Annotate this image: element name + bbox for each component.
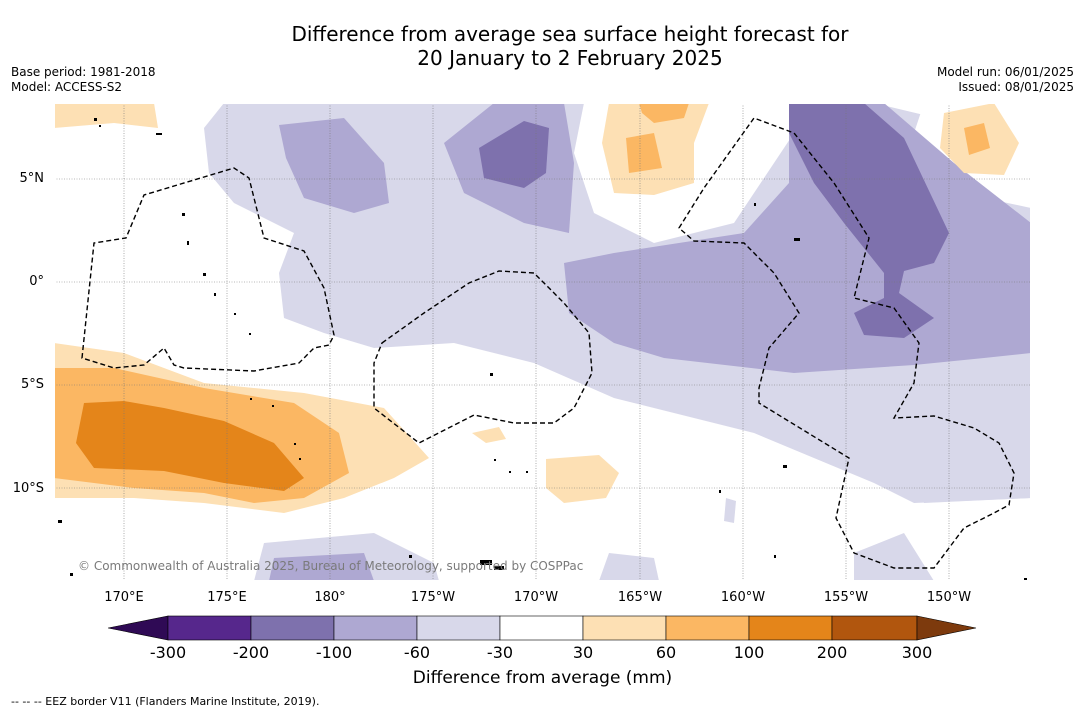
- colorbar-label: 60: [655, 643, 677, 662]
- colorbar-label: 30: [572, 643, 594, 662]
- colorbar-segment: [416, 615, 501, 641]
- x-tick-label: 170°E: [104, 590, 144, 605]
- colorbar-segment: [333, 615, 418, 641]
- colorbar-segment: [748, 615, 833, 641]
- colorbar-title: Difference from average (mm): [412, 668, 673, 688]
- colorbar-label: -200: [232, 643, 270, 662]
- model-name: Model: ACCESS-S2: [11, 80, 123, 94]
- anomaly-region-light-purple-island: [724, 498, 736, 523]
- colorbar-label: -300: [149, 643, 187, 662]
- eez-borders: [81, 117, 1015, 569]
- anomaly-region-light-orange-nw: [54, 103, 158, 128]
- base-period: Base period: 1981-2018: [11, 65, 156, 79]
- title-line-2: 20 January to 2 February 2025: [417, 46, 723, 70]
- islands: [58, 118, 1027, 581]
- colorbar-segment: [831, 615, 918, 641]
- eez-border-east: [678, 117, 1015, 569]
- anomaly-region-light-orange-mid: [546, 455, 619, 503]
- y-tick-label: 5°N: [19, 171, 45, 186]
- y-tick-label: 0°: [29, 274, 44, 289]
- x-tick-label: 165°W: [617, 590, 663, 605]
- anomaly-region-orange-north: [639, 103, 689, 123]
- anomaly-region-light-purple-south: [914, 423, 1031, 503]
- issued-date: Issued: 08/01/2025: [958, 80, 1074, 94]
- colorbar-label: -30: [486, 643, 514, 662]
- anomaly-region-mid-purple-sw: [269, 553, 374, 581]
- colorbar-label: 100: [733, 643, 765, 662]
- title-line-1: Difference from average sea surface heig…: [291, 22, 849, 46]
- colorbar-extend-high: [916, 615, 977, 641]
- anomaly-region-orange-north-2: [626, 133, 662, 173]
- x-tick-label: 170°W: [513, 590, 559, 605]
- x-tick-label: 175°W: [410, 590, 456, 605]
- sea-height-map: [54, 103, 1031, 581]
- anomaly-region-dark-purple: [789, 103, 949, 338]
- colorbar: [108, 615, 977, 641]
- colorbar-label: -60: [403, 643, 431, 662]
- x-tick-label: 175°E: [207, 590, 247, 605]
- colorbar-label: -100: [315, 643, 353, 662]
- copyright-text: © Commonwealth of Australia 2025, Bureau…: [78, 559, 584, 573]
- y-tick-label: 5°S: [20, 377, 44, 392]
- eez-border-central: [373, 270, 593, 444]
- model-run: Model run: 06/01/2025: [936, 65, 1074, 79]
- meta-right: Model run: 06/01/2025 Issued: 08/01/2025: [937, 65, 1074, 95]
- colorbar-label: 200: [816, 643, 848, 662]
- colorbar-segment: [582, 615, 667, 641]
- anomaly-region-mid-purple-west: [279, 118, 389, 213]
- colorbar-label: 300: [901, 643, 933, 662]
- anomaly-region-light-purple-se: [854, 533, 934, 581]
- x-tick-label: 160°W: [720, 590, 766, 605]
- x-tick-label: 180°: [314, 590, 346, 605]
- anomaly-region-dark-orange-sw: [76, 401, 304, 491]
- colorbar-segment: [499, 615, 584, 641]
- meta-left: Base period: 1981-2018 Model: ACCESS-S2: [11, 65, 156, 95]
- x-tick-label: 150°W: [926, 590, 972, 605]
- colorbar-segment: [167, 615, 252, 641]
- map-title: Difference from average sea surface heig…: [0, 22, 1085, 70]
- gridlines: [54, 103, 1031, 581]
- eez-border-west: [81, 167, 335, 372]
- x-tick-label: 155°W: [823, 590, 869, 605]
- colorbar-segment: [250, 615, 335, 641]
- anomaly-region-orange-ne: [964, 123, 990, 155]
- y-tick-label: 10°S: [12, 481, 44, 496]
- anomaly-region-light-orange-small: [472, 427, 506, 443]
- colorbar-segment: [665, 615, 750, 641]
- eez-footnote: -- -- -- EEZ border V11 (Flanders Marine…: [11, 695, 320, 708]
- anomaly-region-light-purple-s: [599, 553, 659, 581]
- anomaly-region-dark-purple-north: [479, 121, 549, 188]
- colorbar-extend-low: [108, 615, 169, 641]
